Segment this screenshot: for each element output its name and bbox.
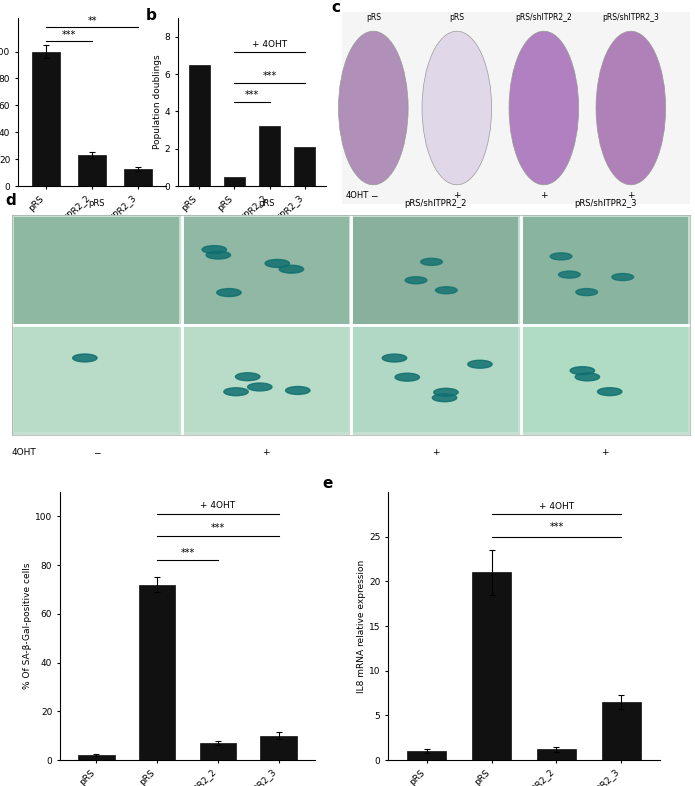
Circle shape bbox=[382, 354, 407, 362]
Text: pRS: pRS bbox=[366, 13, 381, 21]
Ellipse shape bbox=[422, 31, 491, 185]
Circle shape bbox=[247, 383, 272, 391]
Text: pRS: pRS bbox=[258, 200, 275, 208]
Text: pRS/shITPR2_2: pRS/shITPR2_2 bbox=[516, 13, 572, 21]
Text: + 4OHT: + 4OHT bbox=[252, 40, 287, 50]
Circle shape bbox=[224, 387, 248, 395]
Bar bbox=[79, 755, 115, 760]
Circle shape bbox=[612, 274, 634, 281]
Circle shape bbox=[550, 253, 572, 260]
Bar bbox=[523, 217, 688, 324]
Circle shape bbox=[236, 373, 260, 380]
Text: d: d bbox=[6, 193, 16, 208]
Circle shape bbox=[405, 277, 427, 284]
Bar bbox=[224, 177, 245, 186]
Bar bbox=[139, 585, 175, 760]
Circle shape bbox=[559, 271, 580, 278]
Text: ***: *** bbox=[263, 72, 277, 82]
Bar bbox=[523, 326, 688, 432]
Bar bbox=[14, 326, 179, 432]
Text: +: + bbox=[453, 191, 461, 200]
Text: +: + bbox=[540, 191, 548, 200]
Bar bbox=[188, 64, 210, 186]
Text: −: − bbox=[93, 448, 101, 457]
Circle shape bbox=[570, 367, 594, 375]
Text: ***: *** bbox=[245, 90, 259, 100]
Bar bbox=[183, 326, 349, 432]
Circle shape bbox=[468, 360, 492, 368]
Circle shape bbox=[286, 387, 310, 395]
Bar bbox=[602, 702, 641, 760]
Text: 4OHT: 4OHT bbox=[345, 191, 369, 200]
Text: ***: *** bbox=[62, 30, 76, 39]
Bar bbox=[124, 168, 152, 186]
Text: 4OHT: 4OHT bbox=[12, 448, 37, 457]
Bar bbox=[353, 326, 518, 432]
Text: pRS/shITPR2_3: pRS/shITPR2_3 bbox=[603, 13, 660, 21]
Text: pRS/shITPR2_2: pRS/shITPR2_2 bbox=[404, 200, 467, 208]
Text: + 4OHT: + 4OHT bbox=[539, 501, 574, 511]
Text: +: + bbox=[627, 191, 635, 200]
Circle shape bbox=[436, 287, 457, 294]
Text: pRS/shITPR2_3: pRS/shITPR2_3 bbox=[574, 200, 637, 208]
Ellipse shape bbox=[509, 31, 579, 185]
Text: −: − bbox=[370, 191, 377, 200]
Circle shape bbox=[420, 259, 443, 266]
Bar bbox=[472, 572, 511, 760]
Circle shape bbox=[279, 265, 304, 274]
Text: + 4OHT: + 4OHT bbox=[200, 501, 236, 510]
Bar bbox=[78, 155, 106, 186]
Text: c: c bbox=[332, 1, 341, 16]
Text: +: + bbox=[601, 448, 609, 457]
Ellipse shape bbox=[338, 31, 408, 185]
Circle shape bbox=[206, 251, 231, 259]
Text: pRS: pRS bbox=[88, 200, 105, 208]
Circle shape bbox=[598, 387, 622, 395]
Text: +: + bbox=[432, 448, 439, 457]
Circle shape bbox=[576, 288, 598, 296]
Text: ***: *** bbox=[549, 522, 564, 532]
Ellipse shape bbox=[596, 31, 666, 185]
Y-axis label: % Of SA-β-Gal-positive cells: % Of SA-β-Gal-positive cells bbox=[24, 563, 33, 689]
Y-axis label: IL8 mRNA relative expression: IL8 mRNA relative expression bbox=[357, 560, 366, 692]
Text: **: ** bbox=[88, 16, 97, 26]
Circle shape bbox=[202, 246, 227, 254]
Circle shape bbox=[432, 394, 457, 402]
Bar bbox=[261, 736, 297, 760]
Bar bbox=[259, 127, 280, 186]
Bar bbox=[537, 749, 576, 760]
Bar bbox=[294, 147, 316, 186]
Circle shape bbox=[575, 373, 600, 381]
Text: ***: *** bbox=[181, 548, 195, 558]
Bar bbox=[407, 751, 446, 760]
Circle shape bbox=[217, 288, 241, 296]
Bar bbox=[14, 217, 179, 324]
Bar bbox=[199, 743, 236, 760]
Bar bbox=[353, 217, 518, 324]
Text: ***: *** bbox=[211, 523, 225, 534]
Bar bbox=[32, 52, 60, 186]
Bar bbox=[183, 217, 349, 324]
Circle shape bbox=[395, 373, 420, 381]
Text: b: b bbox=[145, 8, 156, 23]
Text: e: e bbox=[322, 476, 333, 491]
Circle shape bbox=[265, 259, 289, 267]
Circle shape bbox=[434, 388, 458, 396]
Y-axis label: Population doublings: Population doublings bbox=[153, 55, 162, 149]
Text: +: + bbox=[263, 448, 270, 457]
Circle shape bbox=[73, 354, 97, 362]
Text: pRS: pRS bbox=[450, 13, 464, 21]
